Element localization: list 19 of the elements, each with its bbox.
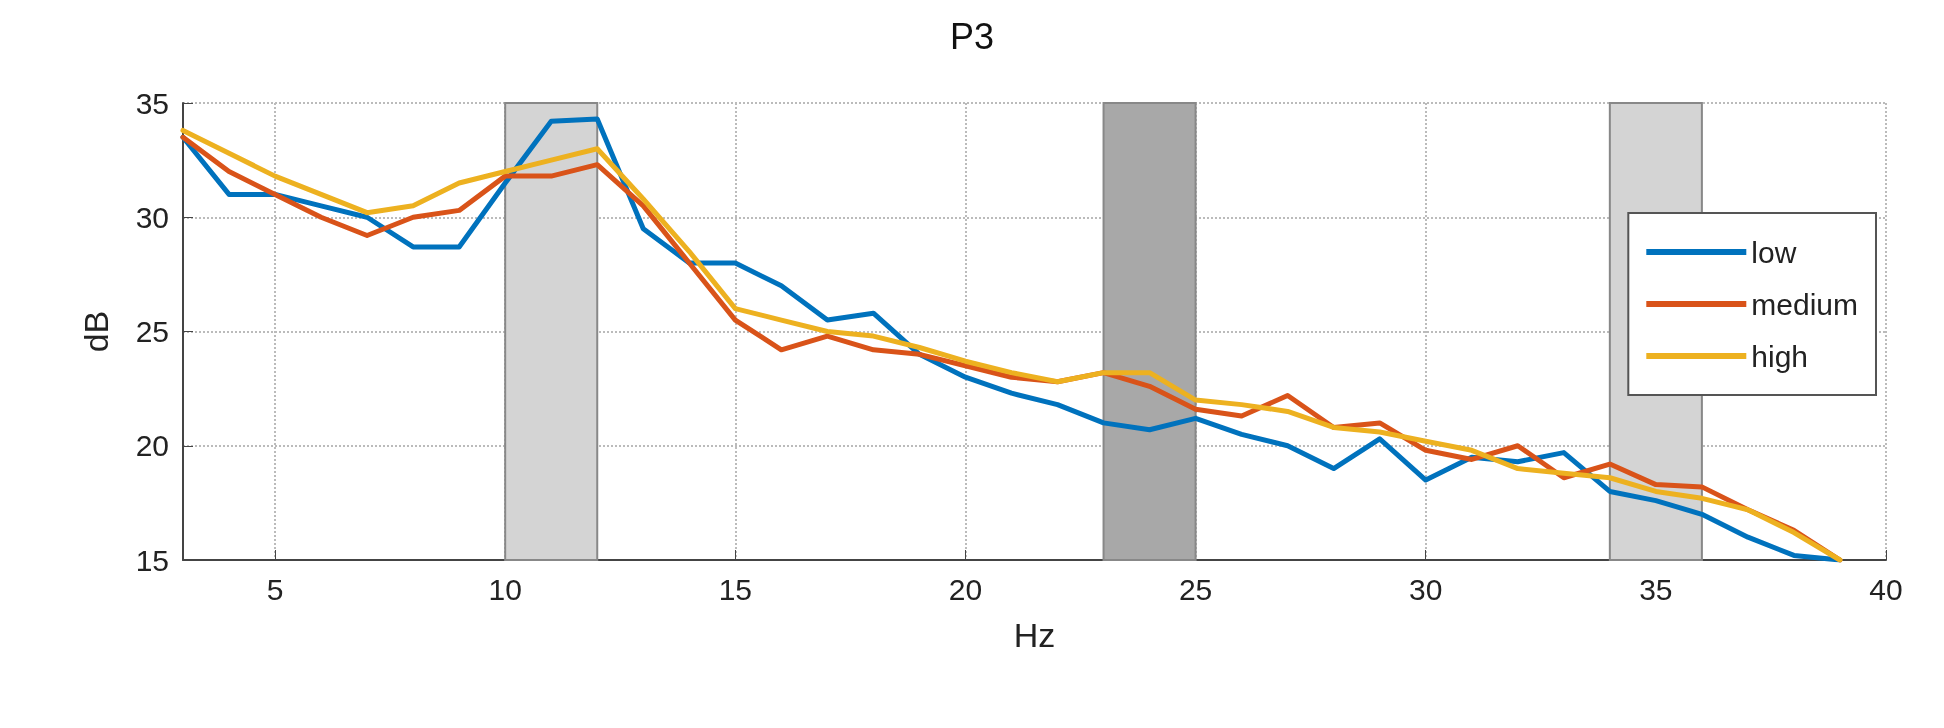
x-tick-label: 25 [1178, 572, 1213, 606]
y-axis-title: dB [77, 310, 115, 353]
x-tick-label: 5 [266, 572, 284, 606]
chart-title: P3 [949, 15, 995, 57]
x-tick-label: 20 [948, 572, 983, 606]
x-tick-label: 10 [488, 572, 522, 606]
y-tick-label: 25 [135, 315, 169, 348]
x-axis-title: Hz [1013, 616, 1056, 654]
y-tick-label: 15 [135, 543, 169, 577]
x-tick-label: 30 [1409, 572, 1443, 606]
legend-label: low [1751, 235, 1797, 269]
x-tick-label: 35 [1639, 572, 1673, 606]
x-tick-label: 40 [1869, 572, 1903, 606]
legend-label: medium [1751, 287, 1858, 321]
y-tick-label: 30 [135, 200, 169, 234]
legend-label: high [1751, 339, 1809, 373]
y-tick-label: 35 [135, 86, 169, 120]
y-tick-label: 20 [135, 429, 169, 463]
x-tick-label: 15 [718, 572, 753, 606]
